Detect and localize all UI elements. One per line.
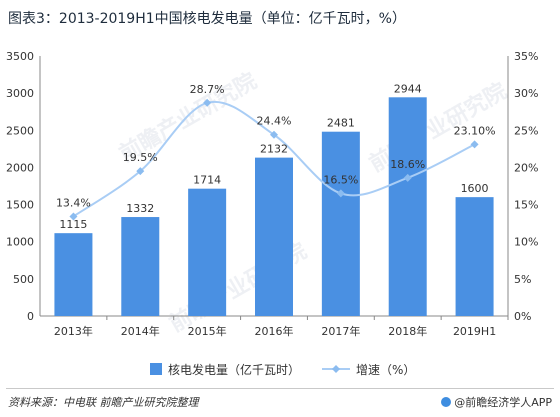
y-tick-label: 500 [13,273,34,286]
y-tick-label: 2500 [6,124,34,137]
y2-tick-label: 25% [514,124,538,137]
legend-line-marker [332,365,340,373]
bar-value-label: 2944 [394,82,422,95]
bar-value-label: 1714 [193,174,221,187]
x-tick-label: 2017年 [321,324,360,338]
growth-point-marker [403,173,412,182]
growth-value-label: 18.6% [390,158,425,171]
growth-point-marker [336,189,345,198]
legend-bar-swatch [150,363,162,375]
y2-tick-label: 20% [514,161,538,174]
growth-value-label: 16.5% [323,173,358,186]
bar [188,188,227,316]
chart-title: 图表3：2013-2019H1中国核电发电量（单位：亿千瓦时，%） [8,11,406,27]
bar-value-label: 1332 [126,202,154,215]
brand-text: @前瞻经济学人APP [454,396,552,409]
bar-value-label: 2481 [327,117,355,130]
y2-tick-label: 30% [514,87,538,100]
bar-value-label: 1600 [461,182,489,195]
growth-point-marker [470,140,479,149]
growth-point-marker [203,98,212,107]
bar [121,217,160,316]
legend-line-label: 增速（%） [356,363,415,377]
legend-bar-label: 核电发电量（亿千瓦时） [168,362,300,377]
brand-credit: @前瞻经济学人APP [441,394,552,410]
y2-tick-label: 0% [514,310,531,323]
bar [321,131,360,316]
bar [54,233,93,316]
source-note: 资料来源：中电联 前瞻产业研究院整理 [8,396,199,409]
x-tick-label: 2013年 [54,324,93,338]
growth-point-marker [270,130,278,139]
y2-tick-label: 35% [514,50,538,63]
growth-value-label: 23.10% [454,124,496,137]
y-tick-label: 0 [27,310,34,323]
bar-value-label: 1115 [59,218,87,231]
y-tick-label: 3000 [6,87,34,100]
y-tick-label: 3500 [6,50,34,63]
x-tick-label: 2015年 [188,324,227,338]
growth-value-label: 13.4% [56,196,91,209]
growth-point-marker [69,212,78,221]
bar [255,157,293,316]
y2-tick-label: 5% [514,273,531,286]
y2-tick-label: 15% [514,199,538,212]
x-tick-label: 2014年 [121,324,160,338]
growth-point-marker [136,167,145,176]
y2-tick-label: 10% [514,236,538,249]
growth-value-label: 24.4% [257,115,292,128]
brand-logo-icon [441,397,452,407]
bar [455,197,494,316]
y-tick-label: 2000 [6,161,34,174]
x-tick-label: 2016年 [255,324,294,338]
footer-divider [6,388,554,389]
y-tick-label: 1500 [6,199,34,212]
bar [388,97,427,316]
x-tick-label: 2018年 [388,324,427,338]
bar-value-label: 2132 [260,143,288,156]
x-tick-label: 2019H1 [453,325,496,338]
growth-value-label: 28.7% [190,83,225,96]
growth-value-label: 19.5% [123,151,158,164]
y-tick-label: 1000 [6,236,34,249]
